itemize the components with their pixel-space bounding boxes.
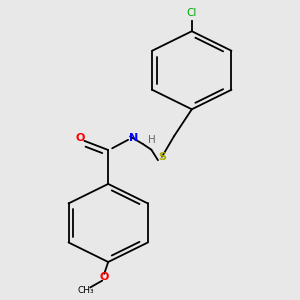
Text: O: O xyxy=(76,133,85,143)
Text: H: H xyxy=(148,135,156,145)
Text: S: S xyxy=(158,152,166,162)
Text: Cl: Cl xyxy=(187,8,197,18)
Text: O: O xyxy=(100,272,109,282)
Text: N: N xyxy=(129,133,139,143)
Text: CH₃: CH₃ xyxy=(78,286,94,295)
